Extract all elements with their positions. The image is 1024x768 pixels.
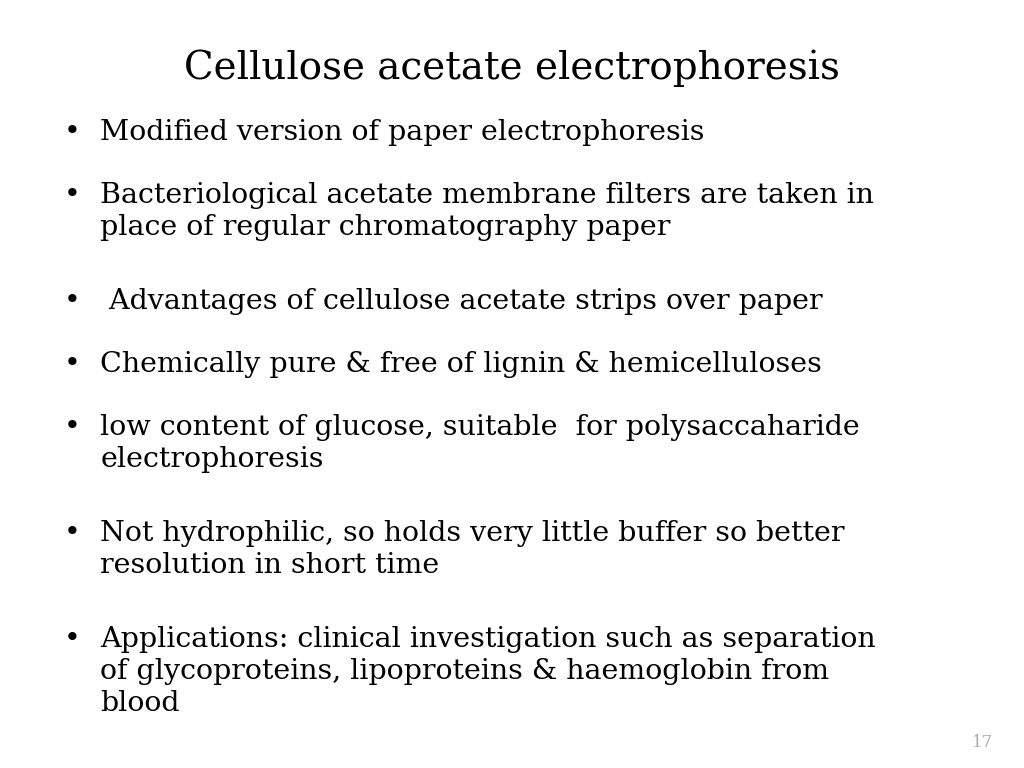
- Text: Chemically pure & free of lignin & hemicelluloses: Chemically pure & free of lignin & hemic…: [100, 351, 822, 378]
- Text: Bacteriological acetate membrane filters are taken in
place of regular chromatog: Bacteriological acetate membrane filters…: [100, 182, 874, 241]
- Text: •: •: [63, 520, 80, 547]
- Text: Applications: clinical investigation such as separation
of glycoproteins, lipopr: Applications: clinical investigation suc…: [100, 626, 876, 717]
- Text: •: •: [63, 414, 80, 441]
- Text: 17: 17: [972, 734, 993, 751]
- Text: Advantages of cellulose acetate strips over paper: Advantages of cellulose acetate strips o…: [100, 288, 823, 315]
- Text: Modified version of paper electrophoresis: Modified version of paper electrophoresi…: [100, 119, 705, 146]
- Text: low content of glucose, suitable  for polysaccaharide
electrophoresis: low content of glucose, suitable for pol…: [100, 414, 860, 473]
- Text: •: •: [63, 119, 80, 146]
- Text: •: •: [63, 351, 80, 378]
- Text: •: •: [63, 182, 80, 209]
- Text: Cellulose acetate electrophoresis: Cellulose acetate electrophoresis: [184, 50, 840, 88]
- Text: •: •: [63, 626, 80, 653]
- Text: Not hydrophilic, so holds very little buffer so better
resolution in short time: Not hydrophilic, so holds very little bu…: [100, 520, 845, 579]
- Text: •: •: [63, 288, 80, 315]
